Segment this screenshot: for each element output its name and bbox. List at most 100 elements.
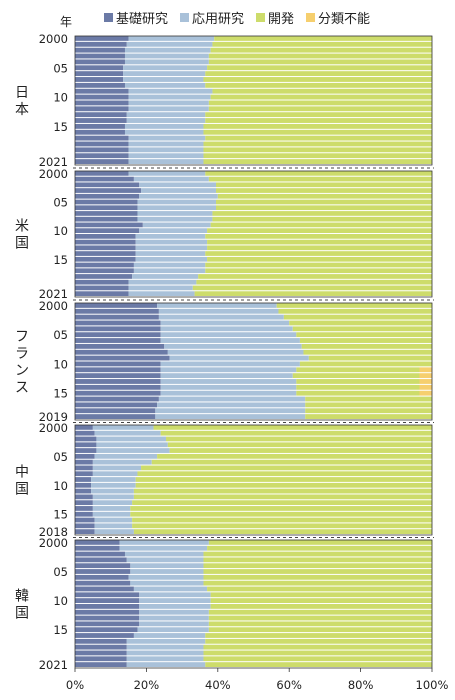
bar-basic-panel-4-2017 <box>75 638 127 644</box>
bar-applied-panel-3-2016 <box>94 517 133 523</box>
legend-label-unclassified: 分類不能 <box>318 11 371 27</box>
bar-applied-panel-1-2017 <box>133 268 206 274</box>
bar-basic-panel-3-2017 <box>75 523 95 529</box>
bar-applied-panel-4-2002 <box>124 551 204 557</box>
year-label-panel-2-2015: 15 <box>53 387 68 401</box>
bar-development-panel-2-2012 <box>292 373 420 379</box>
bar-applied-panel-0-2006 <box>123 71 206 77</box>
bar-basic-panel-4-2003 <box>75 557 127 563</box>
year-label-panel-1-2010: 10 <box>53 224 68 238</box>
bar-development-panel-2-2013 <box>296 379 420 384</box>
bar-applied-panel-2-2006 <box>160 338 300 343</box>
bar-basic-panel-2-2000 <box>75 303 158 308</box>
bar-development-panel-4-2001 <box>207 545 432 551</box>
bar-basic-panel-4-2007 <box>75 580 131 586</box>
x-tick-label-2: 40% <box>205 678 231 692</box>
bar-development-panel-2-2004 <box>292 326 432 332</box>
bar-applied-panel-3-2002 <box>96 436 167 442</box>
bar-applied-panel-2-2014 <box>160 384 297 390</box>
bar-applied-panel-4-2018 <box>126 644 204 650</box>
year-label-panel-4-2005: 05 <box>53 565 68 579</box>
bar-applied-panel-3-2005 <box>94 453 158 459</box>
country-label-panel-3: 中国 <box>15 465 29 498</box>
bar-development-panel-1-2015 <box>207 256 432 262</box>
bar-basic-panel-3-2015 <box>75 511 93 517</box>
bar-applied-panel-0-2020 <box>128 153 204 159</box>
bar-development-panel-3-2013 <box>132 500 432 506</box>
bar-basic-panel-3-2004 <box>75 448 97 453</box>
bar-basic-panel-1-2010 <box>75 228 140 233</box>
bar-applied-panel-4-2003 <box>126 557 204 563</box>
bar-applied-panel-4-2000 <box>119 540 209 545</box>
bar-basic-panel-1-2020 <box>75 285 129 291</box>
bar-development-panel-3-2000 <box>153 425 433 430</box>
bar-development-panel-0-2001 <box>212 41 432 47</box>
bar-basic-panel-4-2006 <box>75 574 129 580</box>
bar-development-panel-4-2003 <box>203 557 432 563</box>
bar-applied-panel-1-2021 <box>128 291 195 296</box>
bar-basic-panel-0-2004 <box>75 59 125 65</box>
bar-basic-panel-2-2019 <box>75 414 156 419</box>
panel-frame-panel-2 <box>74 302 433 421</box>
bar-applied-panel-1-2014 <box>135 251 206 256</box>
bar-development-panel-2-2011 <box>296 367 420 373</box>
legend-label-basic: 基礎研究 <box>116 11 169 27</box>
bar-basic-panel-1-2012 <box>75 239 136 245</box>
bar-applied-panel-1-2006 <box>137 205 217 211</box>
bar-development-panel-0-2008 <box>205 82 432 88</box>
bar-basic-panel-4-2008 <box>75 586 134 592</box>
bar-basic-panel-2-2010 <box>75 361 161 367</box>
bar-development-panel-0-2012 <box>208 106 432 112</box>
bar-basic-panel-2-2007 <box>75 343 165 349</box>
legend-swatch-unclassified <box>306 12 316 22</box>
bar-basic-panel-0-2001 <box>75 41 127 47</box>
bar-development-panel-0-2005 <box>207 65 432 71</box>
bar-basic-panel-0-2000 <box>75 36 129 41</box>
bar-applied-panel-3-2009 <box>91 477 136 482</box>
country-label-panel-1: 米国 <box>15 219 29 252</box>
bar-basic-panel-2-2014 <box>75 384 161 390</box>
bar-development-panel-0-2017 <box>205 135 432 141</box>
bar-development-panel-1-2018 <box>198 274 432 279</box>
year-label-panel-4-2015: 15 <box>53 623 68 637</box>
bar-applied-panel-1-2015 <box>135 256 208 262</box>
bar-development-panel-1-2017 <box>205 268 432 274</box>
bar-applied-panel-2-2017 <box>157 402 306 408</box>
bar-applied-panel-4-2014 <box>139 621 209 627</box>
bar-development-panel-2-2009 <box>308 355 432 361</box>
bar-basic-panel-2-2003 <box>75 320 161 326</box>
bar-applied-panel-3-2018 <box>94 529 134 534</box>
legend: 基礎研究 応用研究 開発 分類不能 <box>104 7 455 27</box>
bar-development-panel-4-2010 <box>210 598 432 603</box>
bar-applied-panel-2-2016 <box>158 396 306 402</box>
x-tick-label-0: 0% <box>66 678 84 692</box>
year-label-panel-0-2000: 2000 <box>39 32 68 46</box>
bar-applied-panel-3-2014 <box>92 506 131 511</box>
bar-development-panel-1-2013 <box>207 245 432 251</box>
bar-applied-panel-1-2019 <box>128 279 197 285</box>
bar-development-panel-4-2012 <box>208 609 432 615</box>
bar-unclassified-panel-2-2013 <box>419 379 432 384</box>
bar-basic-panel-1-2021 <box>75 291 129 296</box>
bar-basic-panel-4-2002 <box>75 551 125 557</box>
bar-development-panel-2-2015 <box>296 390 420 396</box>
bar-basic-panel-4-2021 <box>75 662 127 667</box>
bar-development-panel-0-2016 <box>203 129 432 135</box>
bar-applied-panel-4-2020 <box>126 656 204 662</box>
bar-basic-panel-2-2008 <box>75 349 168 355</box>
bar-applied-panel-1-2010 <box>139 228 208 233</box>
bar-basic-panel-3-2005 <box>75 453 95 459</box>
bar-basic-panel-0-2008 <box>75 82 125 88</box>
bar-basic-panel-3-2003 <box>75 442 97 448</box>
bar-basic-panel-0-2005 <box>75 65 124 71</box>
legend-label-applied: 応用研究 <box>192 11 245 27</box>
year-label-panel-3-2018: 2018 <box>39 525 68 539</box>
bar-applied-panel-1-2008 <box>137 216 213 222</box>
year-label-panel-3-2000: 2000 <box>39 421 68 435</box>
bar-development-panel-4-2015 <box>208 627 432 633</box>
bar-basic-panel-3-2008 <box>75 471 93 477</box>
bar-applied-panel-1-2005 <box>137 199 217 205</box>
bar-applied-panel-4-2016 <box>133 633 206 638</box>
legend-item-basic: 基礎研究 <box>104 8 168 27</box>
bar-development-panel-3-2002 <box>166 436 432 442</box>
